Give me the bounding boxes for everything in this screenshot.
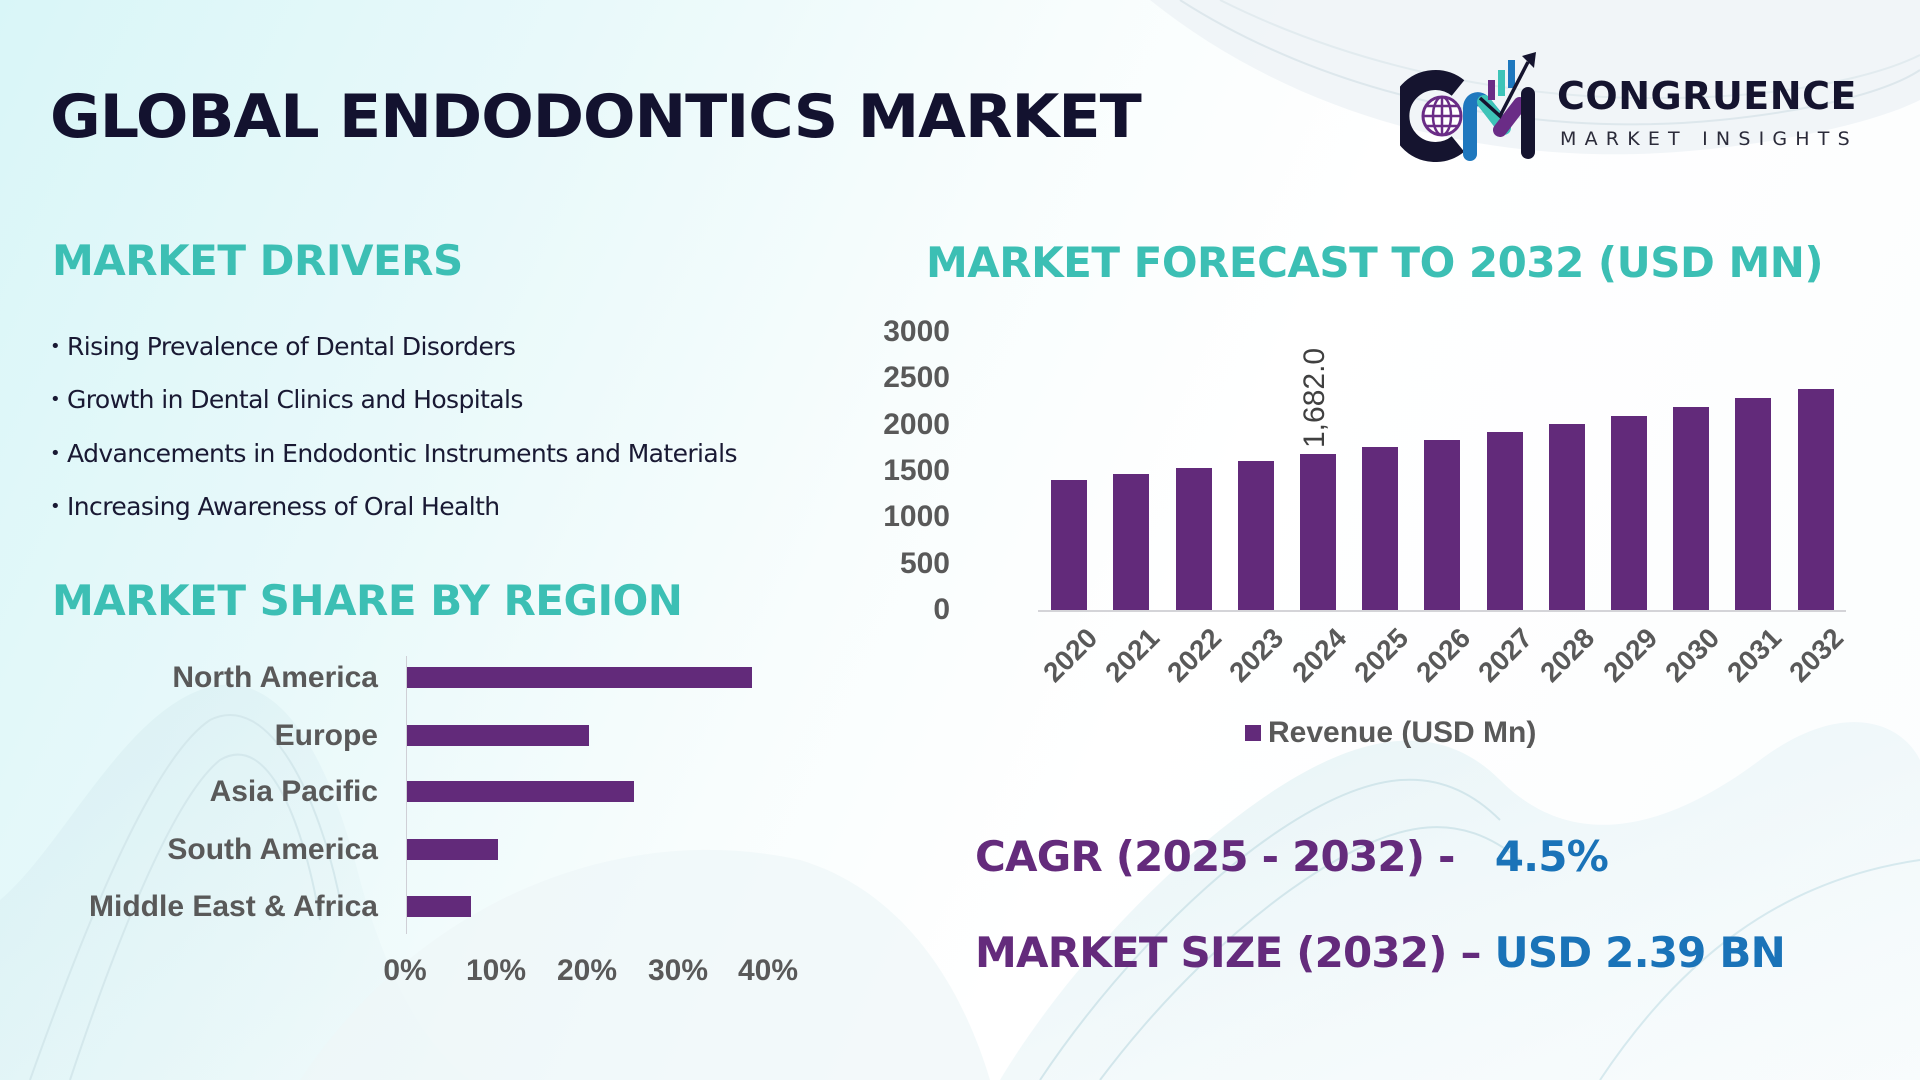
region-share-chart: North America Europe Asia Pacific South … bbox=[0, 640, 820, 1000]
x-axis-tick: 20% bbox=[556, 954, 618, 987]
region-row: Middle East & Africa bbox=[0, 890, 820, 923]
region-row: Asia Pacific bbox=[0, 775, 820, 808]
x-axis-tick: 2026 bbox=[1410, 622, 1477, 688]
y-axis-tick: 1500 bbox=[883, 454, 950, 487]
bullet-icon: • bbox=[50, 336, 61, 357]
forecast-bar bbox=[1237, 461, 1274, 610]
market-size-value: USD 2.39 BN bbox=[1494, 928, 1786, 977]
forecast-bar bbox=[1175, 468, 1212, 610]
forecast-bar bbox=[1424, 440, 1461, 610]
x-axis-tick: 2031 bbox=[1721, 622, 1788, 688]
driver-text: Growth in Dental Clinics and Hospitals bbox=[67, 385, 523, 415]
region-bar bbox=[407, 725, 589, 746]
x-axis-tick: 40% bbox=[737, 954, 799, 987]
y-axis-tick: 3000 bbox=[883, 315, 950, 348]
region-label: Middle East & Africa bbox=[89, 890, 378, 923]
x-axis-tick: 2021 bbox=[1099, 622, 1166, 688]
y-axis-tick: 2500 bbox=[883, 361, 950, 394]
region-bar bbox=[407, 667, 752, 688]
logo-tagline: MARKET INSIGHTS bbox=[1560, 128, 1858, 150]
x-axis-tick: 30% bbox=[647, 954, 709, 987]
x-axis-tick: 2030 bbox=[1659, 622, 1726, 688]
region-chart-axis bbox=[406, 656, 407, 934]
driver-item: • Rising Prevalence of Dental Disorders bbox=[50, 327, 737, 380]
bullet-icon: • bbox=[50, 389, 61, 411]
forecast-bar bbox=[1797, 388, 1834, 610]
region-row: Europe bbox=[0, 719, 820, 752]
x-axis-line bbox=[1038, 610, 1846, 612]
y-axis-tick: 0 bbox=[933, 593, 950, 626]
legend-label: Revenue (USD Mn) bbox=[1268, 716, 1537, 749]
forecast-bar bbox=[1610, 416, 1647, 610]
region-bar bbox=[407, 839, 498, 860]
legend-swatch-icon bbox=[1245, 725, 1261, 741]
x-axis-tick: 2022 bbox=[1161, 622, 1228, 688]
region-label: Europe bbox=[274, 719, 378, 752]
market-share-heading: MARKET SHARE BY REGION bbox=[52, 576, 683, 625]
region-row: South America bbox=[0, 833, 820, 866]
y-axis-tick: 500 bbox=[899, 547, 950, 580]
forecast-bar bbox=[1362, 447, 1399, 610]
x-axis-tick: 0% bbox=[383, 954, 427, 987]
market-forecast-heading: MARKET FORECAST TO 2032 (USD MN) bbox=[926, 238, 1824, 287]
forecast-bar bbox=[1299, 454, 1336, 610]
logo-name: CONGRUENCE bbox=[1557, 74, 1857, 118]
region-row: North America bbox=[0, 661, 820, 694]
x-axis-tick: 10% bbox=[465, 954, 527, 987]
forecast-bar bbox=[1051, 480, 1088, 610]
x-axis-tick: 2027 bbox=[1472, 622, 1539, 688]
x-axis-tick: 2020 bbox=[1037, 622, 1104, 688]
region-label: Asia Pacific bbox=[209, 775, 378, 808]
company-logo: CONGRUENCE MARKET INSIGHTS bbox=[1400, 52, 1870, 162]
market-size-label: MARKET SIZE (2032) – bbox=[975, 928, 1482, 977]
region-label: South America bbox=[167, 833, 378, 866]
market-drivers-list: • Rising Prevalence of Dental Disorders •… bbox=[50, 327, 737, 540]
driver-text: Advancements in Endodontic Instruments a… bbox=[67, 438, 737, 468]
forecast-bar bbox=[1548, 424, 1585, 610]
forecast-bar bbox=[1673, 407, 1710, 610]
x-axis-tick: 2025 bbox=[1348, 622, 1415, 688]
forecast-bar bbox=[1735, 398, 1772, 610]
cagr-stat: CAGR (2025 - 2032) - 4.5% bbox=[975, 832, 1609, 881]
cm-logo-icon bbox=[1400, 52, 1536, 162]
driver-text: Increasing Awareness of Oral Health bbox=[67, 491, 500, 521]
bullet-icon: • bbox=[50, 442, 61, 464]
market-size-stat: MARKET SIZE (2032) – USD 2.39 BN bbox=[975, 928, 1786, 977]
forecast-bar bbox=[1486, 432, 1523, 610]
x-axis-tick: 2023 bbox=[1223, 622, 1290, 688]
market-drivers-heading: MARKET DRIVERS bbox=[52, 236, 463, 285]
x-axis-tick: 2028 bbox=[1534, 622, 1601, 688]
page-title: GLOBAL ENDODONTICS MARKET bbox=[50, 82, 1142, 152]
driver-item: • Increasing Awareness of Oral Health bbox=[50, 487, 737, 540]
region-bar bbox=[407, 781, 634, 802]
driver-item: • Advancements in Endodontic Instruments … bbox=[50, 434, 737, 487]
y-axis-tick: 2000 bbox=[883, 408, 950, 441]
chart-legend: Revenue (USD Mn) bbox=[1245, 716, 1536, 750]
region-label: North America bbox=[172, 661, 378, 694]
region-bar bbox=[407, 896, 471, 917]
bar-data-label: 1,682.0 bbox=[1297, 348, 1331, 449]
x-axis-tick: 2029 bbox=[1596, 622, 1663, 688]
x-axis-tick: 2024 bbox=[1285, 622, 1352, 688]
cagr-value: 4.5% bbox=[1494, 832, 1609, 881]
driver-item: • Growth in Dental Clinics and Hospitals bbox=[50, 380, 737, 433]
driver-text: Rising Prevalence of Dental Disorders bbox=[67, 332, 516, 361]
forecast-bar-chart: 0 500 1000 1500 2000 2500 3000 Revenue (… bbox=[883, 310, 1880, 770]
bullet-icon: • bbox=[50, 495, 61, 517]
cagr-label: CAGR (2025 - 2032) - bbox=[975, 832, 1455, 881]
x-axis-tick: 2032 bbox=[1783, 622, 1850, 688]
y-axis-tick: 1000 bbox=[883, 500, 950, 533]
forecast-bar bbox=[1113, 474, 1150, 610]
